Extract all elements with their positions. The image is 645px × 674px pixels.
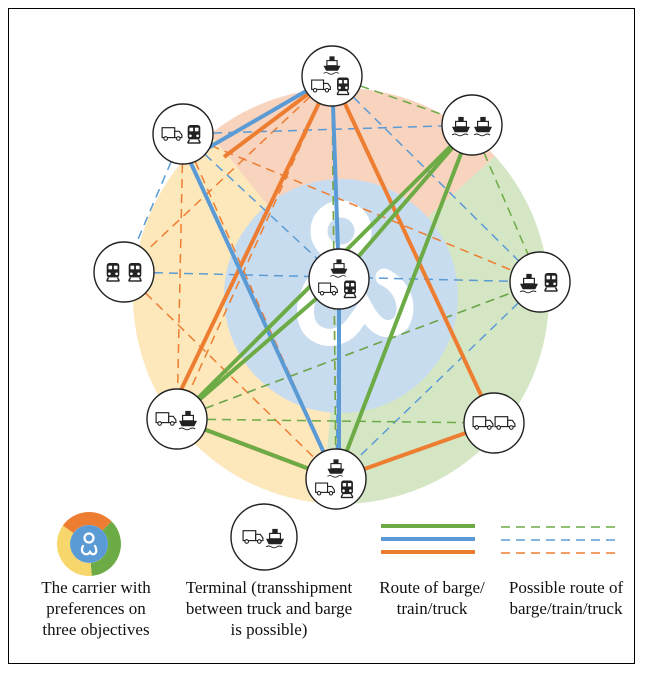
possible-route-truck — [123, 271, 337, 480]
terminal-circle — [441, 94, 503, 156]
terminal-t-left — [93, 241, 155, 303]
truck-icon — [472, 416, 494, 430]
legend-terminal-line-3: is possible) — [230, 620, 308, 639]
train-icon — [343, 280, 357, 299]
sector-green — [309, 89, 549, 504]
train-icon — [128, 263, 142, 282]
legend-possible-route-line-1: Possible route of — [508, 578, 624, 597]
terminal-circle — [146, 388, 208, 450]
legend-carrier-line-1: The carrier with — [41, 578, 151, 597]
possible-route-barge — [176, 281, 541, 420]
legend-possible-route-line-2: barge/train/truck — [509, 599, 623, 618]
legend-possible-route-label: Possible route of barge/train/truck — [497, 577, 635, 619]
legend-possible-route-lines — [501, 526, 617, 554]
barge-icon — [265, 528, 284, 549]
possible-route-train — [123, 271, 541, 283]
terminal-t-center — [308, 248, 370, 310]
barge-icon — [473, 116, 492, 137]
legend-terminal-line-2: between truck and barge — [185, 599, 353, 618]
terminal-circle — [509, 251, 571, 313]
terminal-t-upper-left — [152, 103, 214, 165]
terminal-t-right — [509, 251, 571, 313]
truck-icon — [161, 127, 183, 141]
legend-carrier-symbol — [57, 511, 122, 576]
legend-terminal-label: Terminal (transshipment between truck an… — [169, 577, 369, 640]
truck-icon — [311, 79, 331, 93]
terminal-t-bottom — [305, 448, 367, 510]
terminal-t-lower-right — [463, 392, 525, 454]
truck-icon — [494, 416, 516, 430]
truck-icon — [155, 412, 177, 426]
route-truck — [165, 75, 334, 420]
train-icon — [106, 263, 120, 282]
legend-carrier-label: The carrier with preferences on three ob… — [21, 577, 171, 640]
train-icon — [544, 273, 558, 292]
truck-icon — [242, 530, 264, 544]
figure-frame: The carrier with preferences on three ob… — [8, 8, 635, 664]
legend-carrier-line-2: preferences on — [46, 599, 146, 618]
legend-terminal-symbol — [230, 503, 298, 571]
terminal-legend — [230, 503, 298, 571]
legend-route-line-1: Route of barge/ — [379, 578, 485, 597]
terminals — [93, 45, 571, 510]
truck-icon — [318, 282, 338, 296]
legend-route-label: Route of barge/ train/truck — [377, 577, 487, 619]
train-icon — [336, 77, 350, 96]
terminal-circle — [93, 241, 155, 303]
possible-route-train — [331, 75, 541, 283]
terminal-t-lower-left — [146, 388, 208, 450]
possible-route-train — [335, 281, 541, 480]
possible-route-barge — [176, 418, 495, 424]
possible-route-truck — [176, 133, 184, 420]
legend-terminal-line-1: Terminal (transshipment — [185, 578, 353, 597]
barge-icon — [330, 259, 348, 278]
network-diagram — [57, 45, 617, 576]
terminal-t-upper-right — [441, 94, 503, 156]
possible-route-train — [182, 133, 340, 280]
terminal-circle — [152, 103, 214, 165]
truck-icon — [315, 482, 335, 496]
possible-route-truck — [123, 75, 333, 273]
barge-icon — [451, 116, 470, 137]
route-truck — [330, 75, 496, 424]
terminal-circle — [305, 448, 367, 510]
terminal-circle — [308, 248, 370, 310]
terminal-circle — [301, 45, 363, 107]
legend-carrier-line-3: three objectives — [42, 620, 150, 639]
train-icon — [340, 480, 354, 499]
legend-route-line-2: train/truck — [396, 599, 468, 618]
barge-icon — [519, 273, 538, 294]
barge-icon — [178, 410, 197, 431]
barge-icon — [323, 56, 341, 75]
terminal-t-top — [301, 45, 363, 107]
terminal-circle — [230, 503, 298, 571]
possible-route-truck — [182, 133, 541, 283]
sector-orange — [133, 88, 549, 296]
person-icon — [80, 532, 98, 556]
legend-route-lines — [381, 524, 475, 554]
barge-icon — [327, 459, 345, 478]
terminal-circle — [463, 392, 525, 454]
train-icon — [187, 125, 201, 144]
